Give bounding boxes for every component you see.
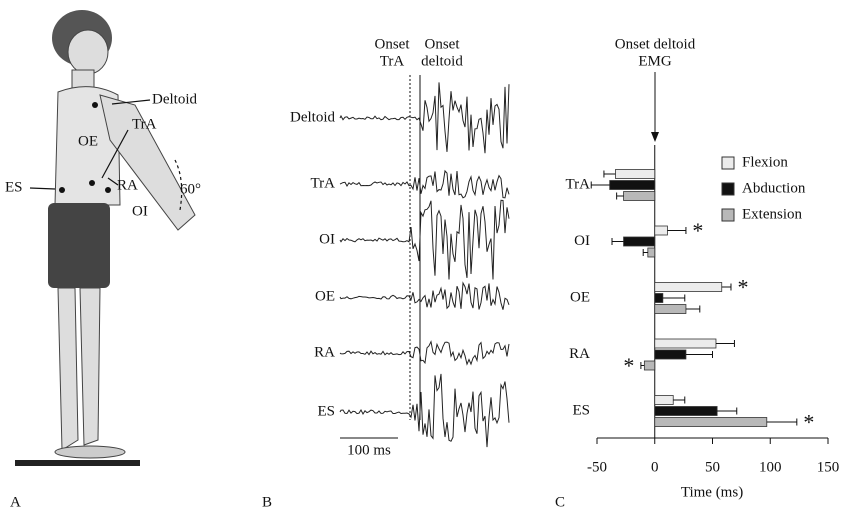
bar: [654, 406, 718, 416]
emg-trace: [339, 281, 510, 310]
label: TrA: [132, 116, 157, 132]
label: OE: [78, 133, 98, 149]
error-bar: [640, 362, 645, 369]
bar: [654, 282, 723, 292]
muscle-label: Deltoid: [290, 109, 335, 125]
y-tick-label: ES: [572, 402, 590, 418]
bar: [654, 395, 674, 405]
error-bar: [603, 170, 616, 178]
bar: [654, 225, 668, 236]
error-bar: [721, 283, 732, 291]
person-drawing: [15, 10, 196, 466]
annotation: EMG: [638, 53, 672, 69]
error-bar: [642, 249, 648, 256]
legend-label: Extension: [742, 206, 802, 222]
legend-swatch: [721, 156, 735, 170]
significance-marker: *: [803, 410, 814, 435]
bar: [654, 304, 687, 314]
bar: [654, 293, 664, 303]
significance-marker: *: [692, 218, 703, 243]
bar: [654, 349, 687, 360]
panel-letter: B: [262, 494, 272, 510]
panel-letter: A: [10, 494, 21, 510]
error-bar: [715, 340, 735, 347]
label: 60°: [180, 181, 201, 197]
bar: [623, 236, 656, 247]
y-tick-label: OI: [574, 233, 590, 249]
error-bar: [590, 181, 610, 189]
muscle-label: RA: [314, 344, 335, 360]
x-tick-label: 150: [817, 459, 840, 475]
x-tick-label: -50: [587, 459, 607, 475]
annotation: Onset deltoid: [615, 36, 696, 52]
legend-label: Flexion: [742, 154, 788, 170]
emg-trace: [339, 373, 510, 448]
bar: [623, 191, 656, 201]
error-bar: [766, 418, 798, 426]
label: Deltoid: [152, 91, 197, 107]
onset-label: Onset: [425, 36, 461, 52]
emg-trace: [339, 82, 510, 154]
bar: [609, 180, 656, 190]
emg-trace: [339, 169, 510, 199]
error-bar: [685, 351, 713, 358]
label: RA: [117, 177, 138, 193]
scale-label: 100 ms: [347, 442, 391, 458]
bar: [615, 169, 656, 179]
bar: [654, 338, 717, 349]
bar: [654, 417, 768, 427]
legend-swatch: [721, 182, 735, 196]
label: OI: [132, 203, 148, 219]
muscle-label: OI: [319, 231, 335, 247]
arrow-head: [651, 132, 659, 142]
emg-trace: [339, 199, 510, 280]
muscle-label: OE: [315, 288, 335, 304]
y-tick-label: TrA: [566, 176, 591, 192]
error-bar: [673, 396, 686, 404]
x-tick-label: 0: [651, 459, 659, 475]
error-bar: [662, 294, 686, 302]
bar: [647, 247, 656, 258]
y-tick-label: RA: [569, 346, 590, 362]
y-tick-label: OE: [570, 289, 590, 305]
x-tick-label: 100: [759, 459, 782, 475]
onset-label: TrA: [380, 53, 405, 69]
legend-label: Abduction: [742, 180, 806, 196]
significance-marker: *: [737, 275, 748, 300]
error-bar: [685, 305, 701, 313]
x-axis-label: Time (ms): [681, 484, 743, 500]
significance-marker: *: [623, 353, 634, 378]
legend-swatch: [721, 208, 735, 222]
muscle-label: ES: [317, 403, 335, 419]
emg-trace: [339, 340, 510, 366]
onset-label: Onset: [375, 36, 411, 52]
panel-letter: C: [555, 494, 565, 510]
error-bar: [717, 407, 738, 415]
x-tick-label: 50: [705, 459, 720, 475]
onset-label: deltoid: [421, 53, 463, 69]
bar: [643, 360, 656, 371]
error-bar: [667, 227, 687, 234]
label: ES: [5, 179, 23, 195]
error-bar: [611, 238, 624, 245]
muscle-label: TrA: [311, 175, 336, 191]
error-bar: [616, 192, 624, 200]
